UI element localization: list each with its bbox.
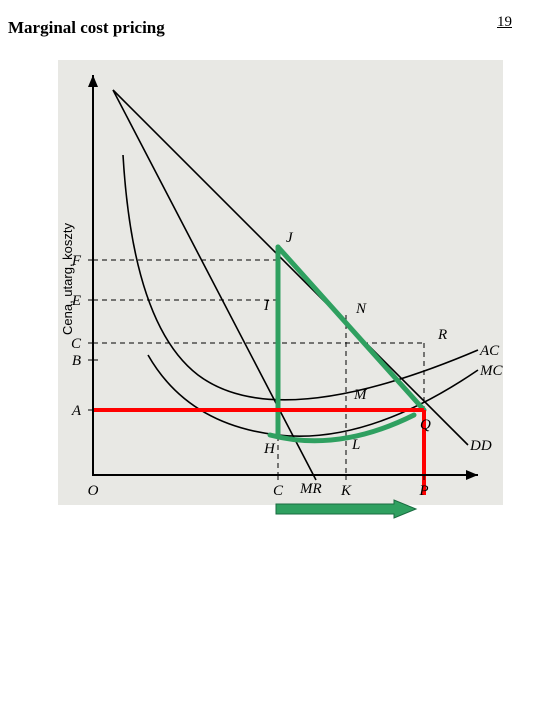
svg-text:MC: MC — [479, 363, 503, 379]
svg-text:C: C — [71, 336, 82, 352]
svg-text:I: I — [263, 298, 270, 314]
svg-text:Cena, utarg, koszty: Cena, utarg, koszty — [60, 223, 75, 335]
chart-svg: FECBAOCKPDDMRACMCJINRMHLQCena, utarg, ko… — [38, 55, 508, 525]
svg-text:O: O — [88, 483, 99, 499]
svg-text:MR: MR — [299, 481, 322, 497]
svg-text:AC: AC — [479, 343, 500, 359]
svg-text:H: H — [263, 441, 276, 457]
svg-text:DD: DD — [469, 438, 492, 454]
economics-chart: FECBAOCKPDDMRACMCJINRMHLQCena, utarg, ko… — [38, 55, 508, 525]
page-number: 19 — [497, 14, 512, 31]
svg-text:M: M — [353, 387, 368, 403]
svg-text:R: R — [437, 327, 447, 343]
svg-text:L: L — [351, 437, 360, 453]
svg-text:B: B — [72, 353, 81, 369]
page-title: Marginal cost pricing — [8, 18, 165, 38]
svg-text:K: K — [340, 483, 352, 499]
svg-text:P: P — [418, 483, 428, 499]
svg-text:C: C — [273, 483, 284, 499]
svg-text:A: A — [71, 403, 82, 419]
svg-text:N: N — [355, 301, 367, 317]
svg-text:Q: Q — [420, 417, 431, 433]
